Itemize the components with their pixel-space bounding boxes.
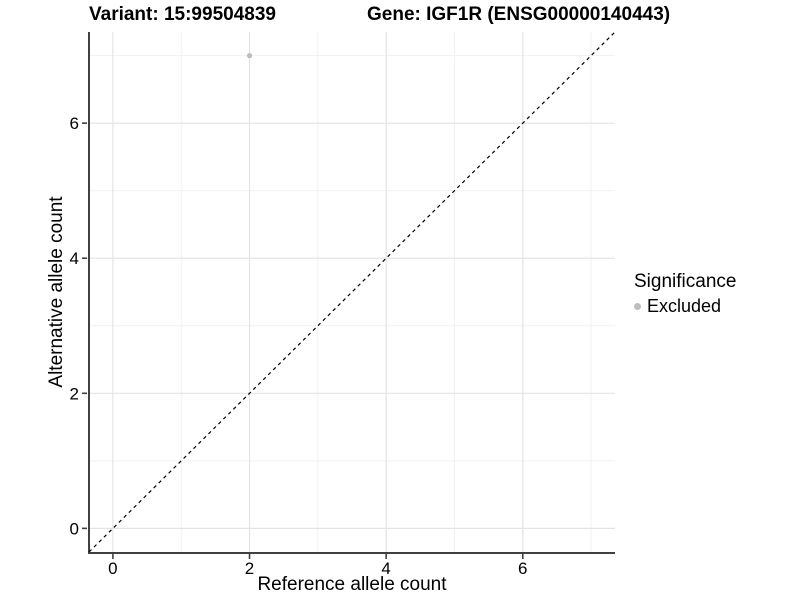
x-tick-label: 6	[518, 559, 527, 578]
y-tick-label: 0	[70, 519, 79, 538]
x-tick-label: 2	[245, 559, 254, 578]
legend-dot-icon	[634, 303, 641, 310]
y-tick-label: 4	[70, 249, 79, 268]
y-tick-label: 2	[70, 384, 79, 403]
y-tick-label: 6	[70, 114, 79, 133]
legend-title: Significance	[634, 271, 737, 292]
data-point	[246, 53, 253, 59]
y-axis-title: Alternative allele count	[46, 196, 67, 388]
identity-reference-line	[88, 31, 616, 553]
legend-item: Excluded	[634, 296, 736, 317]
x-tick-label: 0	[108, 559, 117, 578]
gene-title: Gene: IGF1R (ENSG00000140443)	[367, 4, 671, 25]
x-tick-label: 4	[381, 559, 390, 578]
variant-title: Variant: 15:99504839	[89, 4, 276, 25]
legend: Significance Excluded	[634, 271, 736, 317]
legend-item-label: Excluded	[647, 296, 722, 316]
x-axis-title: Reference allele count	[257, 574, 447, 595]
